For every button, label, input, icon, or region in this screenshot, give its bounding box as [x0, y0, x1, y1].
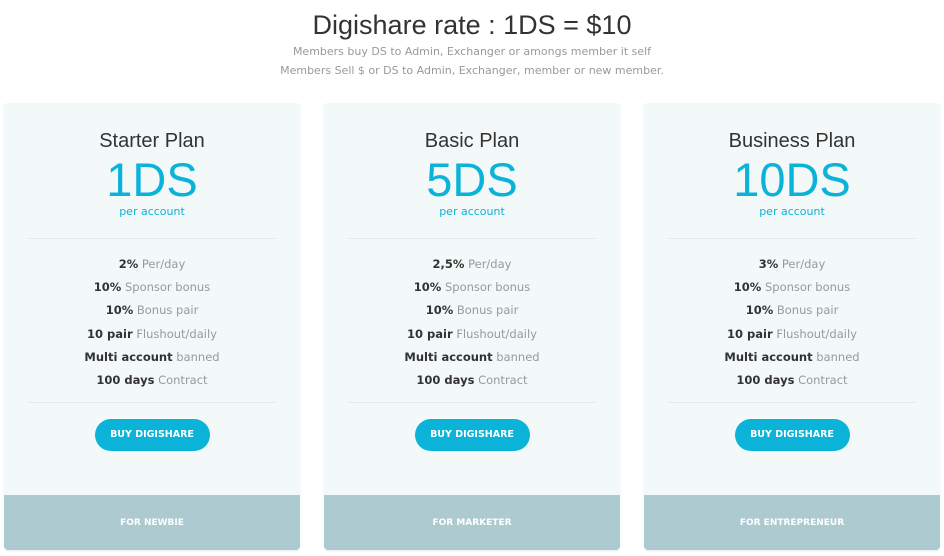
feature-label: Flushout/daily — [136, 326, 217, 341]
feature-value: 2% — [118, 257, 139, 271]
feature-label: banned — [496, 349, 540, 364]
feature-label: Contract — [478, 373, 528, 388]
feature-item: 3% Per/day — [644, 253, 940, 276]
feature-label: Per/day — [781, 257, 826, 271]
divider — [348, 238, 596, 239]
feature-label: Contract — [798, 373, 848, 388]
plan-card-basic: Basic Plan 5DS per account 2,5% Per/day 1… — [324, 103, 620, 550]
feature-item: 10% Sponsor bonus — [324, 276, 620, 299]
feature-list: 2,5% Per/day 10% Sponsor bonus 10% Bonus p… — [324, 239, 620, 402]
feature-label: Bonus pair — [776, 303, 839, 318]
feature-value: 2,5% — [432, 257, 465, 271]
feature-value: Multi account — [84, 349, 173, 364]
plan-footer: FOR NEWBIE — [4, 495, 300, 550]
price-unit: per account — [439, 205, 505, 218]
feature-value: 10% — [425, 303, 454, 318]
feature-label: banned — [816, 349, 860, 364]
feature-item: 10 pair Flushout/daily — [4, 323, 300, 346]
price-unit: per account — [119, 205, 185, 218]
feature-value: Multi account — [404, 349, 493, 364]
feature-label: Per/day — [468, 257, 512, 271]
feature-label: Flushout/daily — [776, 326, 857, 341]
feature-item: 10% Bonus pair — [324, 299, 620, 322]
feature-item: 10% Bonus pair — [644, 299, 940, 322]
feature-value: 100 days — [736, 373, 795, 388]
feature-value: 10 pair — [407, 326, 453, 341]
feature-item: 10% Sponsor bonus — [4, 276, 300, 299]
divider — [668, 402, 916, 404]
feature-value: 100 days — [96, 373, 155, 388]
feature-item: 2,5% Per/day — [324, 253, 620, 276]
feature-item: 100 days Contract — [644, 369, 940, 392]
divider — [668, 238, 916, 239]
feature-item: 10% Sponsor bonus — [644, 276, 940, 299]
plan-card-business: Business Plan 10DS per account 3% Per/da… — [644, 103, 940, 550]
feature-value: 100 days — [416, 373, 475, 388]
feature-item: 10 pair Flushout/daily — [644, 323, 940, 346]
subtitle-buy: Members buy DS to Admin, Exchanger or am… — [292, 45, 652, 58]
feature-item: Multi account banned — [4, 346, 300, 369]
feature-label: Flushout/daily — [456, 326, 537, 341]
feature-value: 10% — [733, 280, 762, 295]
feature-item: 10% Bonus pair — [4, 299, 300, 322]
feature-value: 3% — [758, 257, 779, 271]
buy-digishare-button[interactable]: BUY DIGISHARE — [94, 419, 210, 452]
plan-footer: FOR MARKETER — [324, 495, 620, 550]
plan-name: Basic Plan — [424, 130, 520, 152]
feature-label: Bonus pair — [136, 303, 199, 318]
feature-value: 10% — [93, 280, 122, 295]
feature-list: 2% Per/day 10% Sponsor bonus 10% Bonus pai… — [4, 239, 300, 402]
rate-header: Digishare rate : 1DS = $10 Members buy D… — [0, 8, 944, 80]
feature-item: 100 days Contract — [4, 369, 300, 392]
feature-list: 3% Per/day 10% Sponsor bonus 10% Bonus pai… — [644, 239, 940, 402]
plan-price: 5DS — [426, 153, 518, 206]
feature-item: 10 pair Flushout/daily — [324, 323, 620, 346]
buy-digishare-button[interactable]: BUY DIGISHARE — [414, 419, 530, 452]
feature-value: 10% — [105, 303, 134, 318]
page-title: Digishare rate : 1DS = $10 — [312, 10, 632, 40]
feature-value: 10 pair — [87, 326, 133, 341]
price-unit: per account — [759, 205, 825, 218]
feature-label: Bonus pair — [456, 303, 519, 318]
divider — [28, 402, 276, 404]
feature-item: Multi account banned — [644, 346, 940, 369]
feature-item: 100 days Contract — [324, 369, 620, 392]
feature-value: 10% — [745, 303, 774, 318]
divider — [348, 402, 596, 404]
feature-item: Multi account banned — [324, 346, 620, 369]
feature-label: banned — [176, 349, 220, 364]
feature-label: Sponsor bonus — [124, 280, 211, 295]
feature-value: 10% — [413, 280, 442, 295]
subtitle-sell: Members Sell $ or DS to Admin, Exchanger… — [280, 64, 664, 77]
feature-value: Multi account — [724, 349, 813, 364]
plan-name: Starter Plan — [99, 130, 205, 152]
feature-label: Sponsor bonus — [444, 280, 531, 295]
plan-price: 10DS — [733, 153, 851, 206]
feature-label: Per/day — [141, 257, 186, 271]
feature-label: Sponsor bonus — [764, 280, 851, 295]
feature-value: 10 pair — [727, 326, 773, 341]
plan-price: 1DS — [106, 153, 198, 206]
feature-item: 2% Per/day — [4, 253, 300, 276]
plan-card-starter: Starter Plan 1DS per account 2% Per/day 1… — [4, 103, 300, 550]
feature-label: Contract — [158, 373, 208, 388]
divider — [28, 238, 276, 239]
plan-footer: FOR ENTREPRENEUR — [644, 495, 940, 550]
plan-name: Business Plan — [728, 130, 856, 152]
buy-digishare-button[interactable]: BUY DIGISHARE — [734, 419, 850, 452]
